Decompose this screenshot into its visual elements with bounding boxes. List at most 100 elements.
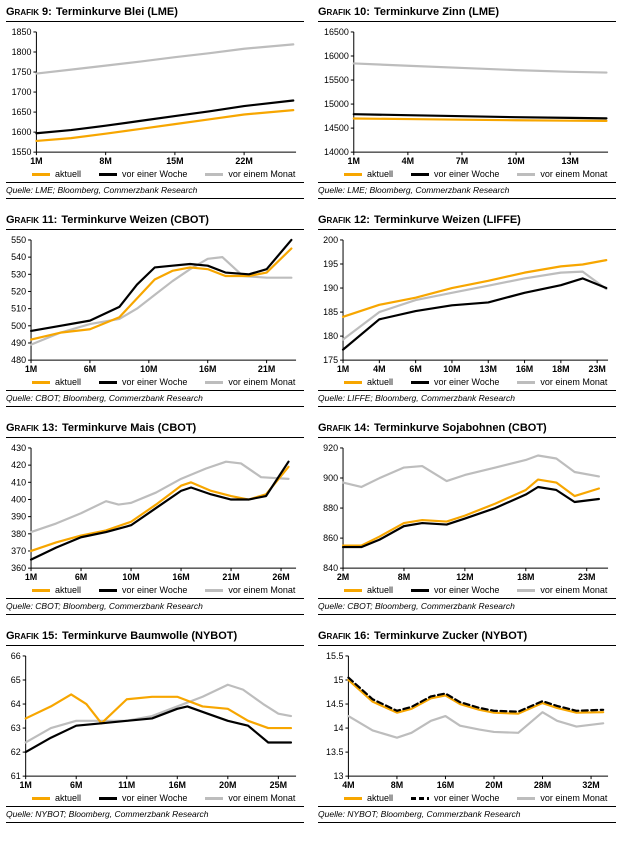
svg-text:380: 380 — [11, 529, 26, 539]
chart-label: Grafik 11: — [6, 214, 58, 227]
legend-label: vor einer Woche — [434, 585, 500, 596]
svg-text:15: 15 — [333, 675, 343, 685]
svg-text:13M: 13M — [561, 156, 578, 166]
chart-legend: aktuell vor einer Woche vor einem Monat — [318, 793, 616, 803]
chart-label: Grafik 9: — [6, 6, 52, 18]
svg-text:32M: 32M — [582, 780, 599, 790]
svg-text:400: 400 — [11, 495, 26, 505]
chart-panel: Grafik 9: Terminkurve Blei (LME) 1550 1600… — [6, 6, 304, 200]
chart-label: Grafik 12: — [318, 214, 370, 227]
chart-source: Quelle: LIFFE; Bloomberg, Commerzbank Re… — [318, 390, 616, 408]
legend-item: aktuell — [344, 169, 393, 179]
legend-item: aktuell — [344, 585, 393, 595]
chart-source: Quelle: LME; Bloomberg, Commerzbank Rese… — [6, 182, 304, 200]
legend-swatch-woche — [99, 588, 118, 592]
chart-legend: aktuell vor einer Woche vor einem Monat — [318, 585, 616, 595]
chart-header: Grafik 15: Terminkurve Baumwolle (NYBOT) — [6, 630, 304, 647]
chart-legend: aktuell vor einer Woche vor einem Monat — [6, 793, 304, 803]
legend-label: vor einer Woche — [434, 169, 500, 180]
svg-text:4M: 4M — [402, 156, 414, 166]
legend-item: aktuell — [32, 793, 81, 803]
svg-text:480: 480 — [11, 355, 26, 365]
legend-swatch-woche — [411, 380, 430, 384]
chart-title: Terminkurve Blei (LME) — [55, 6, 178, 18]
line-chart-zinn: 14000 14500 15000 15500 16000 16500 1M 4M 7M 10M 1… — [324, 27, 609, 166]
legend-item: vor einer Woche — [411, 169, 499, 179]
line-chart-blei: 1550 1600 1650 1700 1750 1800 1850 1M 8M 15M 22M — [12, 27, 297, 166]
legend-item: vor einem Monat — [517, 377, 607, 387]
svg-text:8M: 8M — [99, 156, 111, 166]
svg-text:16M: 16M — [199, 364, 216, 374]
svg-text:26M: 26M — [272, 572, 289, 582]
svg-text:1600: 1600 — [12, 127, 32, 137]
legend-item: vor einem Monat — [517, 793, 607, 803]
legend-label: vor einer Woche — [434, 793, 500, 804]
svg-text:6M: 6M — [70, 780, 82, 790]
legend-item: vor einem Monat — [517, 585, 607, 595]
svg-text:420: 420 — [11, 460, 26, 470]
legend-label: aktuell — [367, 585, 394, 596]
legend-swatch-monat — [517, 172, 536, 176]
svg-text:16500: 16500 — [324, 27, 349, 37]
svg-text:15000: 15000 — [324, 99, 349, 109]
svg-text:22M: 22M — [235, 156, 252, 166]
svg-text:175: 175 — [323, 355, 338, 365]
svg-text:360: 360 — [11, 563, 26, 573]
svg-text:15M: 15M — [166, 156, 183, 166]
legend-label: vor einer Woche — [122, 377, 188, 388]
legend-label: vor einem Monat — [228, 169, 296, 180]
chart-panel: Grafik 15: Terminkurve Baumwolle (NYBOT) … — [6, 630, 304, 824]
svg-text:20M: 20M — [219, 780, 236, 790]
svg-text:4M: 4M — [373, 364, 385, 374]
chart-header: Grafik 14: Terminkurve Sojabohnen (CBOT) — [318, 422, 616, 439]
legend-swatch-woche — [99, 796, 118, 800]
svg-text:15.5: 15.5 — [326, 651, 343, 661]
svg-text:900: 900 — [323, 473, 338, 483]
svg-text:18M: 18M — [517, 572, 534, 582]
legend-swatch-monat — [205, 380, 224, 384]
chart-legend: aktuell vor einer Woche vor einem Monat — [318, 169, 616, 179]
chart-label: Grafik 10: — [318, 6, 370, 18]
svg-text:1M: 1M — [337, 364, 349, 374]
svg-text:15500: 15500 — [324, 75, 349, 85]
svg-text:1700: 1700 — [12, 87, 32, 97]
legend-item: aktuell — [344, 377, 393, 387]
svg-text:190: 190 — [323, 283, 338, 293]
svg-text:4M: 4M — [342, 780, 354, 790]
svg-text:6M: 6M — [409, 364, 421, 374]
svg-text:14.5: 14.5 — [326, 699, 343, 709]
chart-source: Quelle: CBOT; Bloomberg, Commerzbank Res… — [318, 598, 616, 616]
legend-item: vor einer Woche — [411, 377, 499, 387]
svg-text:16M: 16M — [437, 780, 454, 790]
svg-text:840: 840 — [323, 563, 338, 573]
legend-item: aktuell — [344, 793, 393, 803]
legend-swatch-monat — [205, 172, 224, 176]
svg-text:12M: 12M — [456, 572, 473, 582]
legend-item: aktuell — [32, 377, 81, 387]
legend-item: vor einer Woche — [99, 793, 187, 803]
chart-title: Terminkurve Sojabohnen (CBOT) — [373, 422, 547, 435]
chart-source: Quelle: LME; Bloomberg, Commerzbank Rese… — [318, 182, 616, 200]
svg-text:25M: 25M — [270, 780, 287, 790]
chart-label: Grafik 16: — [318, 630, 370, 643]
svg-text:1550: 1550 — [12, 147, 32, 157]
svg-text:10M: 10M — [122, 572, 139, 582]
chart-title: Terminkurve Zucker (NYBOT) — [373, 630, 528, 643]
legend-swatch-aktuell — [344, 588, 362, 592]
legend-label: aktuell — [367, 169, 394, 180]
svg-text:16M: 16M — [516, 364, 533, 374]
chart-title: Terminkurve Baumwolle (NYBOT) — [61, 630, 238, 643]
legend-label: vor einem Monat — [540, 377, 608, 388]
svg-text:370: 370 — [11, 546, 26, 556]
svg-text:1750: 1750 — [12, 67, 32, 77]
legend-item: vor einer Woche — [99, 585, 187, 595]
legend-swatch-aktuell — [32, 380, 50, 384]
svg-text:1850: 1850 — [12, 27, 32, 37]
svg-text:61: 61 — [11, 771, 21, 781]
chart-source: Quelle: NYBOT; Bloomberg, Commerzbank Re… — [6, 806, 304, 824]
svg-text:10M: 10M — [140, 364, 157, 374]
svg-text:21M: 21M — [258, 364, 275, 374]
chart-panel: Grafik 14: Terminkurve Sojabohnen (CBOT) … — [318, 422, 616, 616]
chart-title: Terminkurve Mais (CBOT) — [61, 422, 197, 435]
legend-item: vor einem Monat — [205, 377, 295, 387]
